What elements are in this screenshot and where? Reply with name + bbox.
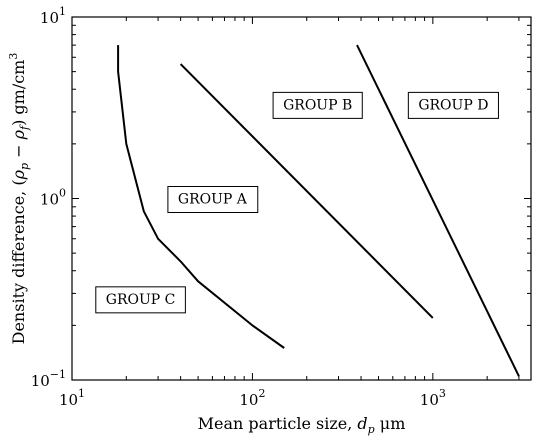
x-tick-label: 103 <box>420 387 446 409</box>
boundary-curve-1 <box>117 45 285 349</box>
group-label-box <box>407 91 499 119</box>
group-label-box <box>167 186 259 213</box>
x-axis-label: Mean particle size, dp μm <box>198 414 406 436</box>
group-label: GROUP A <box>167 186 259 213</box>
group-label-text: GROUP A <box>178 192 248 208</box>
group-label-text: GROUP C <box>106 292 176 308</box>
group-label: GROUP B <box>272 91 363 119</box>
x-tick-labels: 101 102 103 <box>59 387 446 409</box>
group-label: GROUP D <box>407 91 499 119</box>
x-tick-label: 102 <box>239 387 265 409</box>
boundary-curve-3 <box>356 44 520 377</box>
group-annotations: GROUP A GROUP B GROUP C GROUP D <box>95 91 499 314</box>
plot-frame <box>71 16 532 381</box>
tick-marks <box>71 16 531 381</box>
group-label-text: GROUP B <box>283 97 352 113</box>
group-label-text: GROUP D <box>418 97 488 113</box>
group-label-box <box>272 91 363 119</box>
boundary-curve-2 <box>179 63 434 319</box>
y-tick-label: 10−1 <box>31 368 66 390</box>
y-tick-label: 101 <box>40 5 66 27</box>
y-tick-label: 100 <box>40 187 66 209</box>
y-axis-label: Density difference, (ρp − ρf) gm/cm3 <box>7 53 31 345</box>
y-tick-labels: 10−1 100 101 <box>31 5 66 390</box>
group-label: GROUP C <box>95 286 186 314</box>
curves <box>117 44 520 377</box>
x-tick-label: 101 <box>59 387 85 409</box>
group-label-box <box>95 286 186 314</box>
